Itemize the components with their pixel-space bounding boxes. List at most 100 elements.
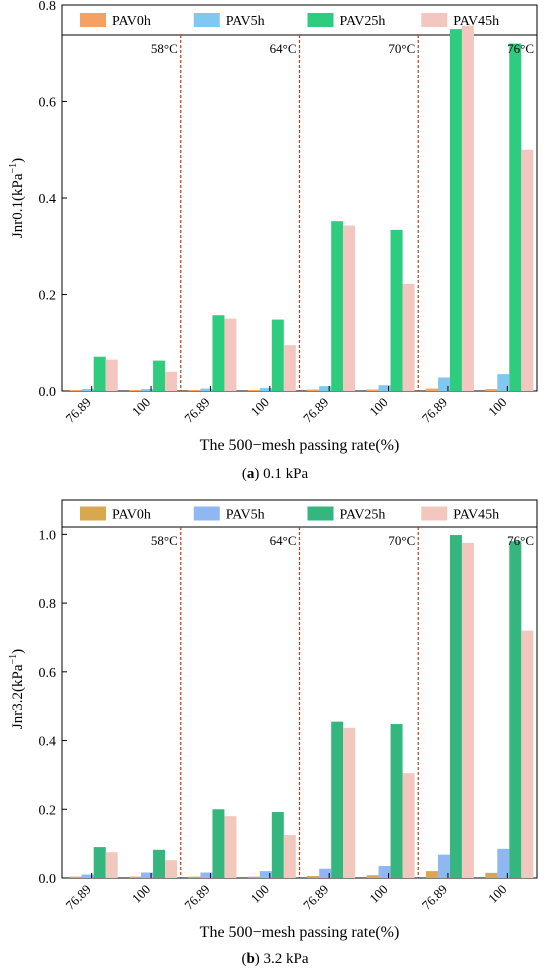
caption-a-letter: a bbox=[246, 466, 255, 482]
x-tick-label-3: 100 bbox=[248, 395, 272, 419]
temperature-label-1: 64°C bbox=[270, 41, 297, 56]
bar-pav0h-2 bbox=[188, 390, 201, 391]
y-axis-label-unit: (kPa bbox=[10, 664, 26, 692]
x-tick-label-5: 100 bbox=[366, 395, 390, 419]
bar-pav25h-3 bbox=[271, 319, 284, 391]
bar-pav5h-0 bbox=[81, 389, 94, 391]
bar-pav0h-0 bbox=[69, 876, 82, 878]
legend-swatch-pav0h bbox=[80, 13, 106, 27]
bar-pav45h-0 bbox=[105, 852, 118, 878]
bar-pav45h-3 bbox=[283, 345, 296, 391]
bar-pav45h-3 bbox=[283, 835, 296, 878]
y-axis-label-exponent: −1 bbox=[8, 654, 19, 665]
bar-pav25h-0 bbox=[93, 356, 106, 391]
bar-pav45h-1 bbox=[165, 371, 178, 391]
x-tick-label-7: 100 bbox=[485, 882, 509, 906]
bar-pav25h-3 bbox=[271, 812, 284, 878]
bar-pav0h-1 bbox=[129, 876, 142, 878]
bar-pav45h-6 bbox=[461, 542, 474, 878]
bar-pav5h-4 bbox=[319, 386, 332, 391]
caption-a-text: 0.1 kPa bbox=[263, 466, 309, 482]
bar-pav45h-7 bbox=[521, 630, 534, 878]
bar-pav45h-2 bbox=[224, 816, 237, 878]
y-axis-label-main: Jnr3.2 bbox=[10, 692, 26, 729]
legend-swatch-pav5h bbox=[193, 506, 220, 521]
x-tick-label-1: 100 bbox=[129, 882, 153, 906]
x-axis-label: The 500−mesh passing rate(%) bbox=[200, 924, 400, 941]
bar-pav5h-5 bbox=[378, 385, 391, 391]
x-tick-label-2: 76.89 bbox=[181, 882, 212, 913]
bar-pav0h-5 bbox=[366, 389, 379, 391]
bar-pav0h-2 bbox=[188, 876, 201, 878]
y-axis-label-main: Jnr0.1 bbox=[10, 201, 26, 238]
bar-pav0h-7 bbox=[485, 872, 498, 878]
bar-pav0h-4 bbox=[307, 875, 320, 878]
bar-pav25h-1 bbox=[153, 360, 166, 391]
y-tick-label-2: 0.4 bbox=[39, 735, 57, 750]
bar-pav45h-4 bbox=[343, 225, 356, 391]
legend-label-pav45h: PAV45h bbox=[453, 14, 499, 29]
bar-pav25h-0 bbox=[93, 847, 106, 878]
bar-pav25h-4 bbox=[331, 221, 344, 391]
legend-label-pav25h: PAV25h bbox=[340, 14, 386, 29]
bar-pav5h-4 bbox=[319, 868, 332, 878]
bar-pav0h-7 bbox=[485, 389, 498, 391]
bar-pav25h-2 bbox=[212, 315, 225, 391]
x-tick-label-7: 100 bbox=[485, 395, 509, 419]
bar-pav25h-4 bbox=[331, 721, 344, 878]
temperature-label-0: 58°C bbox=[151, 533, 178, 548]
legend-swatch-pav45h bbox=[421, 506, 448, 521]
x-tick-label-1: 100 bbox=[129, 395, 153, 419]
bar-pav45h-2 bbox=[224, 318, 237, 391]
bar-pav25h-2 bbox=[212, 809, 225, 878]
temperature-label-1: 64°C bbox=[270, 533, 297, 548]
bar-pav5h-7 bbox=[497, 374, 510, 391]
y-axis-label: Jnr3.2(kPa−1) bbox=[8, 649, 26, 729]
x-tick-label-6: 76.89 bbox=[419, 395, 450, 426]
bar-pav25h-7 bbox=[509, 43, 522, 391]
y-axis-label-close: ) bbox=[10, 649, 26, 654]
bar-pav5h-6 bbox=[437, 854, 450, 878]
y-tick-label-5: 1.0 bbox=[39, 528, 57, 543]
legend-swatch-pav0h bbox=[80, 506, 106, 521]
temperature-label-3: 76°C bbox=[507, 533, 534, 548]
bar-pav45h-6 bbox=[461, 25, 474, 392]
caption-a: (a) 0.1 kPa bbox=[241, 466, 309, 482]
bar-pav45h-0 bbox=[105, 359, 118, 391]
x-tick-label-0: 76.89 bbox=[63, 395, 94, 426]
y-tick-label-4: 0.8 bbox=[39, 597, 57, 612]
legend-label-pav5h: PAV5h bbox=[226, 508, 265, 523]
bar-pav25h-5 bbox=[390, 724, 403, 878]
y-axis-label: Jnr0.1(kPa−1) bbox=[8, 158, 26, 238]
bar-pav0h-4 bbox=[307, 389, 320, 391]
bar-pav5h-7 bbox=[497, 848, 510, 878]
y-tick-label-3: 0.6 bbox=[39, 96, 57, 111]
bar-pav0h-3 bbox=[247, 876, 260, 878]
temperature-label-3: 76°C bbox=[507, 41, 534, 56]
y-axis-label-exponent: −1 bbox=[8, 163, 19, 174]
y-tick-label-1: 0.2 bbox=[39, 289, 57, 304]
bar-pav25h-6 bbox=[449, 29, 462, 391]
caption-b: (b) 3.2 kPa bbox=[241, 951, 309, 967]
bar-pav25h-1 bbox=[153, 849, 166, 878]
legend-swatch-pav45h bbox=[421, 13, 448, 27]
legend-label-pav25h: PAV25h bbox=[340, 508, 386, 523]
temperature-label-2: 70°C bbox=[388, 533, 415, 548]
legend-swatch-pav25h bbox=[307, 13, 334, 27]
bar-pav5h-3 bbox=[259, 871, 272, 878]
legend-label-pav0h: PAV0h bbox=[112, 14, 151, 29]
chart-panel-b: 58°C 64°C 70°C 76°C 0.0 0.2 0.4 0.6 0.8 1.0 76.89 1… bbox=[8, 499, 538, 941]
legend-label-pav45h: PAV45h bbox=[453, 508, 499, 523]
legend-label-pav5h: PAV5h bbox=[226, 14, 265, 29]
bar-pav5h-1 bbox=[141, 872, 154, 878]
bar-pav5h-5 bbox=[378, 865, 391, 878]
bar-pav0h-5 bbox=[366, 875, 379, 878]
y-tick-label-0: 0.0 bbox=[39, 385, 57, 400]
temperature-label-0: 58°C bbox=[151, 41, 178, 56]
bar-pav25h-7 bbox=[509, 541, 522, 878]
bar-pav45h-5 bbox=[402, 773, 415, 878]
legend-swatch-pav25h bbox=[307, 506, 334, 521]
bar-pav25h-6 bbox=[449, 535, 462, 878]
bar-pav0h-0 bbox=[69, 390, 82, 391]
legend-swatch-pav5h bbox=[193, 13, 220, 27]
